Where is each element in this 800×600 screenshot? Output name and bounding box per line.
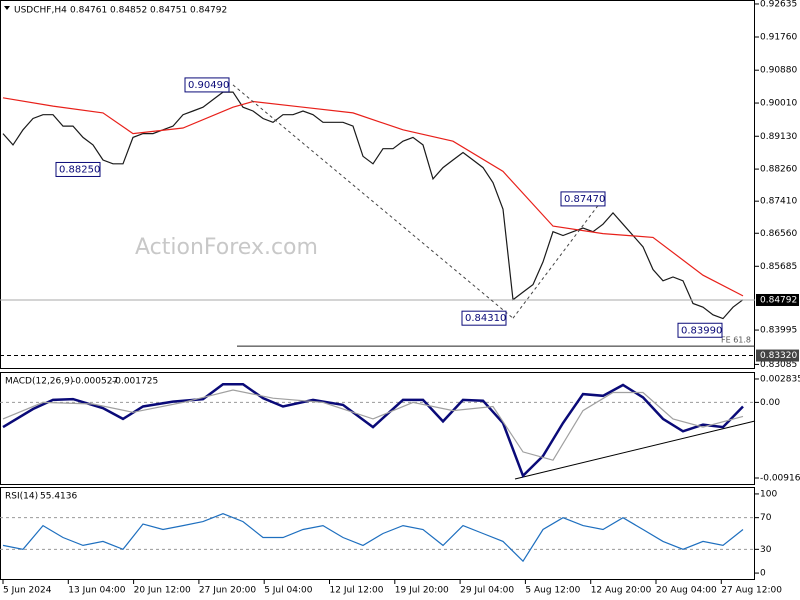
price-annotation: 0.87470 — [560, 191, 606, 207]
price-tag — [756, 349, 799, 362]
annotation-box — [677, 322, 723, 338]
swing-line — [512, 198, 604, 319]
y-tick-label: 0.83085 — [760, 360, 797, 370]
annotation-box — [55, 161, 101, 177]
swing-line — [232, 84, 514, 319]
series-line — [2, 513, 744, 563]
y-tick-label: 0.92635 — [760, 0, 797, 9]
annotation-box — [560, 191, 606, 207]
macd-title: MACD(12,26,9) — [5, 377, 73, 387]
price-annotation: 0.83990 — [677, 322, 723, 338]
y-tick-label: 0.00 — [760, 398, 780, 408]
price-annotation: 0.90490 — [184, 77, 230, 93]
annotation-label: 0.84310 — [465, 313, 506, 324]
series-line — [2, 97, 744, 297]
price-tag — [756, 293, 799, 306]
x-tick-label: 27 Jun 20:00 — [199, 586, 256, 596]
annotation-label: 0.87470 — [564, 194, 605, 205]
y-tick-label: 0.86560 — [760, 229, 797, 239]
y-tick-label: 0.87410 — [760, 197, 797, 207]
x-tick-label: 19 Jul 20:00 — [395, 586, 449, 596]
reading: -0.000527 — [72, 377, 118, 387]
fe-label: FE 61.8 — [721, 336, 751, 345]
annotation-label: 0.88250 — [59, 164, 100, 175]
x-tick-label: 29 Jul 04:00 — [460, 586, 514, 596]
macd-panel — [0, 372, 755, 485]
x-tick-label: 5 Jun 2024 — [3, 586, 52, 596]
x-tick-label: 5 Jul 04:00 — [264, 586, 313, 596]
x-tick-label: 27 Aug 12:00 — [721, 586, 782, 596]
series-line — [2, 389, 744, 461]
y-tick-label: 0.88260 — [760, 165, 797, 175]
annotation-label: 0.90490 — [188, 80, 229, 91]
y-tick-label: 70 — [760, 513, 772, 523]
price-annotation: 0.88250 — [55, 161, 101, 177]
reading: 0.84761 — [70, 6, 107, 16]
y-tick-label: 0.90010 — [760, 99, 797, 109]
annotation-label: 0.83990 — [681, 325, 722, 336]
y-tick-label: 0.002835 — [760, 374, 800, 384]
x-tick-label: 20 Jun 12:00 — [134, 586, 191, 596]
arrow-icon — [4, 6, 10, 10]
reading: 0.84852 — [110, 6, 147, 16]
price-annotation: 0.84310 — [461, 310, 507, 326]
y-tick-label: 0.90880 — [760, 66, 797, 76]
y-tick-label: 30 — [760, 545, 772, 555]
y-tick-label: 0.89130 — [760, 132, 797, 142]
x-tick-label: 12 Jul 12:00 — [330, 586, 384, 596]
symbol: USDCHF,H4 — [14, 6, 67, 16]
reading: 0.84751 — [150, 6, 187, 16]
series-line — [2, 91, 744, 320]
current-price: 0.84792 — [760, 295, 797, 305]
reading: -0.001725 — [112, 377, 158, 387]
x-tick-label: 5 Aug 12:00 — [525, 586, 580, 596]
annotation-box — [461, 310, 507, 326]
reading: 55.4136 — [40, 492, 77, 502]
y-tick-label: 0 — [760, 569, 766, 579]
y-tick-label: 100 — [760, 489, 777, 499]
x-tick-label: 12 Aug 20:00 — [591, 586, 652, 596]
y-tick-label: 0.83995 — [760, 326, 797, 336]
rsi-panel — [0, 487, 755, 580]
x-tick-label: 20 Aug 04:00 — [656, 586, 717, 596]
y-tick-label: 0.91760 — [760, 32, 797, 42]
price-panel — [0, 0, 755, 369]
reading: 0.84792 — [190, 6, 227, 16]
y-tick-label: 0.85685 — [760, 262, 797, 272]
watermark: ActionForex.com — [135, 235, 318, 260]
annotation-box — [184, 77, 230, 93]
rsi-title: RSI(14) — [5, 492, 38, 502]
x-tick-label: 13 Jun 04:00 — [68, 586, 125, 596]
macd-trendline — [514, 420, 756, 480]
support-label: 0.83320 — [760, 351, 797, 361]
